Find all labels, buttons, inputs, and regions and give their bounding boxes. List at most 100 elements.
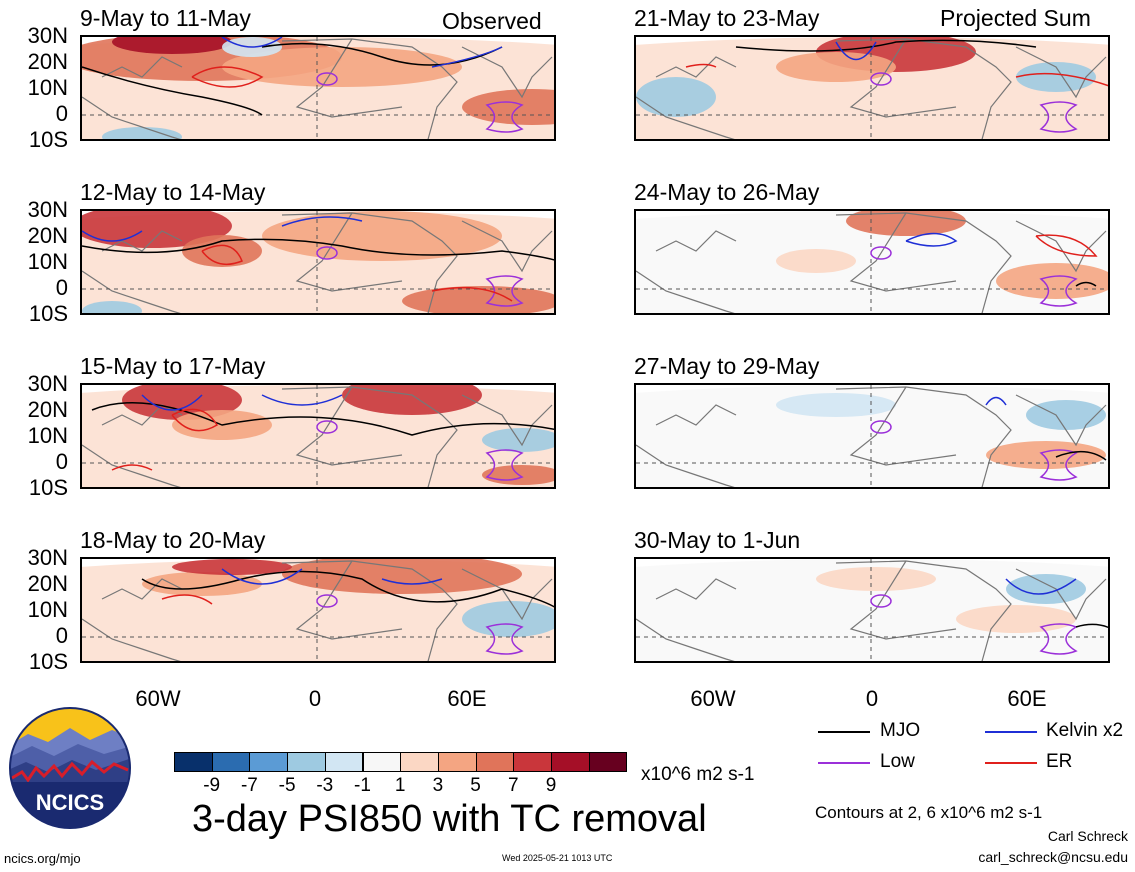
map-panel-2 bbox=[80, 209, 556, 315]
coastline bbox=[835, 386, 1107, 487]
kelvin-contour bbox=[1005, 578, 1077, 595]
anomaly-shading bbox=[142, 572, 262, 596]
lat-label-row4-1: 20N bbox=[27, 571, 68, 596]
colorbar-label: 3 bbox=[432, 775, 444, 796]
panel-title-6: 24-May to 26-May bbox=[634, 179, 820, 205]
mjo-contour bbox=[1055, 451, 1107, 461]
anomaly-shading bbox=[776, 393, 896, 417]
coastline bbox=[636, 230, 737, 313]
anomaly-shading bbox=[402, 286, 554, 313]
lat-label-row3-3: 0 bbox=[55, 449, 68, 474]
coastline bbox=[636, 578, 737, 661]
legend-label-mjo: MJO bbox=[880, 720, 921, 741]
lat-label-row3-2: 10N bbox=[27, 423, 68, 448]
map-panel-4 bbox=[80, 557, 556, 663]
lat-label-row1-2: 10N bbox=[27, 75, 68, 100]
coastline bbox=[82, 56, 183, 139]
lon-label-60e-left: 60E bbox=[447, 686, 487, 711]
lon-label-60e-right: 60E bbox=[1007, 686, 1047, 711]
low-contour bbox=[1039, 275, 1078, 307]
anomaly-shading bbox=[182, 235, 262, 267]
lat-label-row3-4: 10S bbox=[28, 475, 68, 500]
anomaly-shading bbox=[342, 385, 482, 415]
low-contour bbox=[870, 420, 892, 434]
anomaly-shading bbox=[462, 89, 554, 125]
anomaly-shading bbox=[956, 605, 1076, 633]
map-panel-1 bbox=[80, 35, 556, 141]
coastline bbox=[835, 560, 1107, 661]
low-contour bbox=[1039, 101, 1078, 133]
lat-label-row3-0: 30N bbox=[27, 371, 68, 396]
lon-label-60w-left: 60W bbox=[135, 686, 181, 711]
map-panel-3 bbox=[80, 383, 556, 489]
low-contour bbox=[1039, 623, 1078, 655]
mjo-contour bbox=[735, 39, 1037, 52]
colorbar-swatch bbox=[174, 752, 213, 772]
lat-label-row1-3: 0 bbox=[55, 101, 68, 126]
colorbar-swatch bbox=[513, 752, 552, 772]
legend-line-low bbox=[818, 762, 870, 764]
kelvin-contour bbox=[141, 394, 343, 411]
legend-line-mjo bbox=[818, 731, 870, 733]
panel-title-3: 15-May to 17-May bbox=[80, 353, 266, 379]
coastline bbox=[835, 212, 1107, 313]
map-graphic bbox=[82, 211, 554, 313]
kelvin-contour bbox=[835, 41, 877, 61]
low-contour bbox=[485, 449, 524, 481]
anomaly-shading bbox=[282, 559, 522, 594]
lat-label-row1-1: 20N bbox=[27, 49, 68, 74]
coastline bbox=[636, 56, 737, 139]
colorbar-label: 1 bbox=[394, 775, 406, 796]
lat-label-row2-0: 30N bbox=[27, 197, 68, 222]
low-contour bbox=[316, 594, 338, 608]
panel-tag-projected: Projected Sum bbox=[940, 5, 1091, 31]
anomaly-shading bbox=[986, 441, 1106, 469]
anomaly-shading bbox=[112, 37, 232, 54]
anomaly-shading bbox=[82, 301, 142, 313]
anomaly-shading bbox=[776, 249, 856, 273]
low-contour bbox=[1039, 449, 1078, 481]
panel-title-1: 9-May to 11-May bbox=[80, 5, 251, 31]
main-title: 3-day PSI850 with TC removal bbox=[192, 798, 707, 840]
lat-label-row1-4: 10S bbox=[28, 127, 68, 152]
anomaly-shading bbox=[1026, 400, 1106, 430]
panel-title-2: 12-May to 14-May bbox=[80, 179, 266, 205]
colorbar-swatch bbox=[400, 752, 439, 772]
colorbar-label: -7 bbox=[240, 775, 258, 796]
anomaly-shading bbox=[172, 559, 292, 575]
lat-label-row1-0: 30N bbox=[27, 23, 68, 48]
lon-label-0-left: 0 bbox=[308, 686, 322, 711]
map-panel-6 bbox=[634, 209, 1110, 315]
low-contour bbox=[485, 623, 524, 655]
low-contour bbox=[870, 246, 892, 260]
colorbar-swatch bbox=[362, 752, 402, 772]
map-graphic bbox=[636, 559, 1108, 661]
panel-title-7: 27-May to 29-May bbox=[634, 353, 820, 379]
low-contour bbox=[316, 72, 338, 86]
lon-label-0-right: 0 bbox=[865, 686, 879, 711]
mjo-contour bbox=[82, 42, 503, 116]
map-panel-8 bbox=[634, 557, 1110, 663]
low-contour bbox=[316, 420, 338, 434]
coastline bbox=[835, 38, 1107, 139]
logo-text: NCICS bbox=[36, 790, 104, 815]
lat-label-row4-4: 10S bbox=[28, 649, 68, 674]
colorbar-units: x10^6 m2 s-1 bbox=[641, 764, 755, 785]
anomaly-shading bbox=[222, 47, 462, 87]
er-contour bbox=[111, 408, 219, 471]
map-graphic bbox=[636, 385, 1108, 487]
colorbar-swatch bbox=[551, 752, 590, 772]
map-graphic bbox=[82, 559, 554, 661]
map-panel-7 bbox=[634, 383, 1110, 489]
coastline bbox=[82, 230, 183, 313]
colorbar-label: 5 bbox=[470, 775, 481, 796]
lat-label-row2-1: 20N bbox=[27, 223, 68, 248]
colorbar-label: 7 bbox=[508, 775, 519, 796]
kelvin-contour bbox=[221, 568, 443, 585]
colorbar-label: -9 bbox=[203, 775, 221, 796]
er-contour bbox=[685, 63, 1108, 87]
kelvin-contour bbox=[82, 216, 363, 242]
low-contour bbox=[316, 246, 338, 260]
coastline bbox=[281, 38, 553, 139]
low-contour bbox=[870, 72, 892, 86]
